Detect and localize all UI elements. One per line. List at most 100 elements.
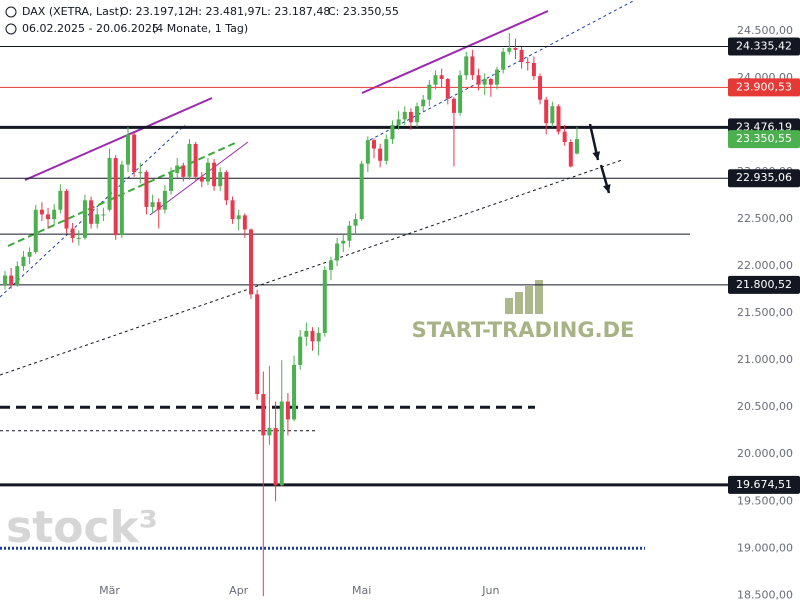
candle-body bbox=[169, 173, 174, 191]
candle-body bbox=[267, 427, 272, 436]
candle-body bbox=[427, 84, 432, 100]
logo-bar bbox=[525, 286, 533, 314]
candle-body bbox=[421, 99, 426, 107]
candle-body bbox=[304, 331, 309, 337]
candle-body bbox=[9, 275, 14, 285]
candle-body bbox=[273, 427, 278, 486]
candle-body bbox=[101, 214, 106, 216]
symbol: DAX (XETRA, Last) bbox=[22, 5, 123, 18]
candle-body bbox=[470, 56, 475, 76]
candle-body bbox=[538, 76, 543, 100]
candle-body bbox=[396, 119, 401, 126]
candle-body bbox=[531, 63, 536, 77]
candle-body bbox=[242, 215, 247, 230]
candle-body bbox=[378, 148, 383, 161]
candle-body bbox=[476, 75, 481, 85]
level-label: 23.900,53 bbox=[736, 80, 792, 93]
x-tick-label: Mai bbox=[352, 584, 371, 597]
level-label-box bbox=[728, 169, 800, 188]
candle-body bbox=[119, 164, 124, 236]
y-tick-label: 19.500,00 bbox=[737, 494, 793, 507]
candle-body bbox=[408, 111, 413, 123]
candle-body bbox=[70, 228, 75, 238]
candle-body bbox=[365, 140, 370, 164]
candle-body bbox=[550, 106, 555, 124]
candle-body bbox=[298, 336, 303, 365]
candle-body bbox=[33, 209, 38, 253]
candle-body bbox=[574, 139, 579, 154]
header: DAX (XETRA, Last) O: 23.197,12 H: 23.481… bbox=[5, 5, 399, 35]
level-label-box bbox=[728, 37, 800, 56]
candle-body bbox=[230, 200, 235, 220]
candle-body bbox=[144, 172, 149, 207]
logo-bar bbox=[505, 298, 513, 314]
arrow-head bbox=[592, 151, 601, 160]
candle-body bbox=[507, 47, 512, 52]
candle-body bbox=[341, 240, 346, 244]
y-tick-label: 18.500,00 bbox=[737, 588, 793, 600]
candle-body bbox=[292, 364, 297, 420]
watermark: START-TRADING.DE bbox=[412, 318, 635, 342]
candle-body bbox=[464, 56, 469, 76]
level-label: 24.335,42 bbox=[736, 40, 792, 53]
x-tick-label: Mär bbox=[99, 584, 120, 597]
candle-body bbox=[439, 75, 444, 79]
ohlc: H: 23.481,97 bbox=[190, 5, 261, 18]
x-tick-label: Apr bbox=[229, 584, 249, 597]
x-tick-label: Jun bbox=[481, 584, 499, 597]
candle-body bbox=[279, 401, 284, 486]
candle-body bbox=[353, 219, 358, 226]
candle-body bbox=[415, 106, 420, 123]
candle-body bbox=[501, 51, 506, 70]
candle-body bbox=[46, 214, 51, 220]
candle-body bbox=[150, 202, 155, 207]
candle-body bbox=[224, 172, 229, 201]
watermark: stock³ bbox=[6, 502, 158, 553]
candle-body bbox=[372, 140, 376, 149]
y-tick-label: 19.000,00 bbox=[737, 541, 793, 554]
candle-body bbox=[556, 106, 561, 132]
ohlc: C: 23.350,55 bbox=[328, 5, 399, 18]
trend-line bbox=[369, 0, 636, 141]
candle-body bbox=[27, 252, 32, 257]
channel-line bbox=[24, 97, 213, 181]
y-tick-label: 22.000,00 bbox=[737, 259, 793, 272]
candle-body bbox=[310, 331, 315, 342]
candle-body bbox=[82, 200, 87, 238]
logo-bar bbox=[535, 280, 543, 314]
candle-body bbox=[95, 214, 100, 224]
candle-body bbox=[519, 49, 524, 63]
candle-body bbox=[39, 209, 44, 215]
level-label: 23.476,19 bbox=[736, 120, 792, 133]
candle-body bbox=[132, 134, 137, 173]
candle-body bbox=[568, 142, 573, 167]
y-tick-label: 21.500,00 bbox=[737, 306, 793, 319]
logo bbox=[505, 280, 543, 314]
candle-body bbox=[199, 176, 204, 182]
candle-body bbox=[451, 98, 456, 113]
candle-body bbox=[15, 266, 20, 285]
candle-body bbox=[402, 111, 407, 120]
candle-body bbox=[113, 157, 118, 236]
candle-body bbox=[322, 269, 327, 333]
candle-body bbox=[107, 157, 112, 210]
candle-body bbox=[495, 69, 499, 85]
candle-body bbox=[138, 172, 143, 174]
candle-body bbox=[181, 165, 186, 177]
candle-body bbox=[525, 62, 530, 64]
candle-body bbox=[359, 163, 364, 220]
candle-body bbox=[261, 394, 266, 436]
candle-body bbox=[458, 75, 463, 113]
candle-body bbox=[3, 275, 7, 285]
candle-body bbox=[175, 165, 180, 174]
channel-line bbox=[361, 10, 549, 94]
ohlc: O: 23.197,12 bbox=[120, 5, 192, 18]
candle-body bbox=[236, 215, 241, 220]
candle-body bbox=[89, 200, 94, 224]
y-tick-label: 22.500,00 bbox=[737, 212, 793, 225]
candle-body bbox=[52, 209, 57, 220]
candle-body bbox=[316, 332, 321, 342]
candle-body bbox=[255, 294, 260, 395]
candle-body bbox=[218, 172, 223, 187]
